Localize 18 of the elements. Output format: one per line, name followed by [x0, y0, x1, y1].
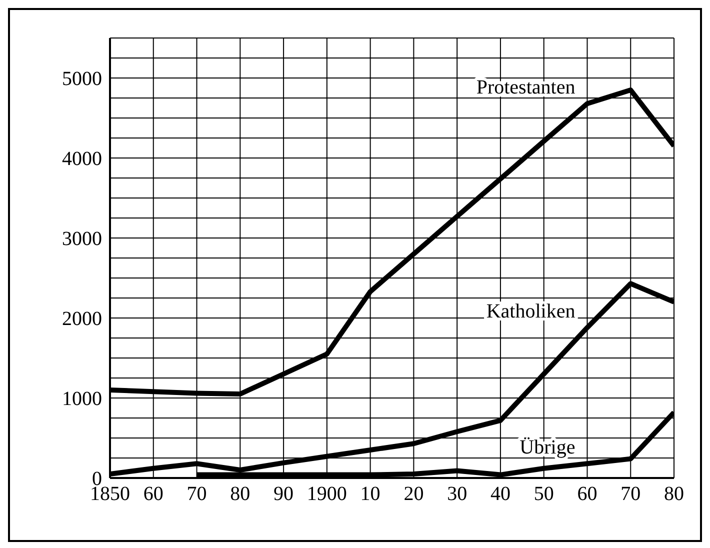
y-tick-label: 5000 [62, 68, 102, 90]
x-tick-label: 80 [664, 483, 684, 506]
x-tick-label: 1900 [306, 483, 347, 506]
x-tick-label: 40 [490, 483, 510, 506]
y-tick-label: 4000 [62, 148, 102, 170]
x-tick-label: 80 [230, 483, 250, 506]
x-tick-label: 70 [186, 483, 207, 506]
x-tick-label: 10 [360, 483, 380, 506]
x-tick-label: 70 [620, 483, 641, 506]
y-tick-label: 3000 [62, 228, 102, 250]
x-tick-label: 20 [404, 483, 424, 506]
x-tick-label: 60 [143, 483, 164, 506]
x-tick-label: 90 [274, 483, 294, 506]
x-tick-label: 60 [577, 483, 598, 506]
x-tick-label: 30 [447, 483, 468, 506]
y-tick-label: 2000 [62, 308, 102, 330]
x-tick-label: 50 [534, 483, 554, 506]
y-tick-label: 1000 [62, 388, 102, 410]
